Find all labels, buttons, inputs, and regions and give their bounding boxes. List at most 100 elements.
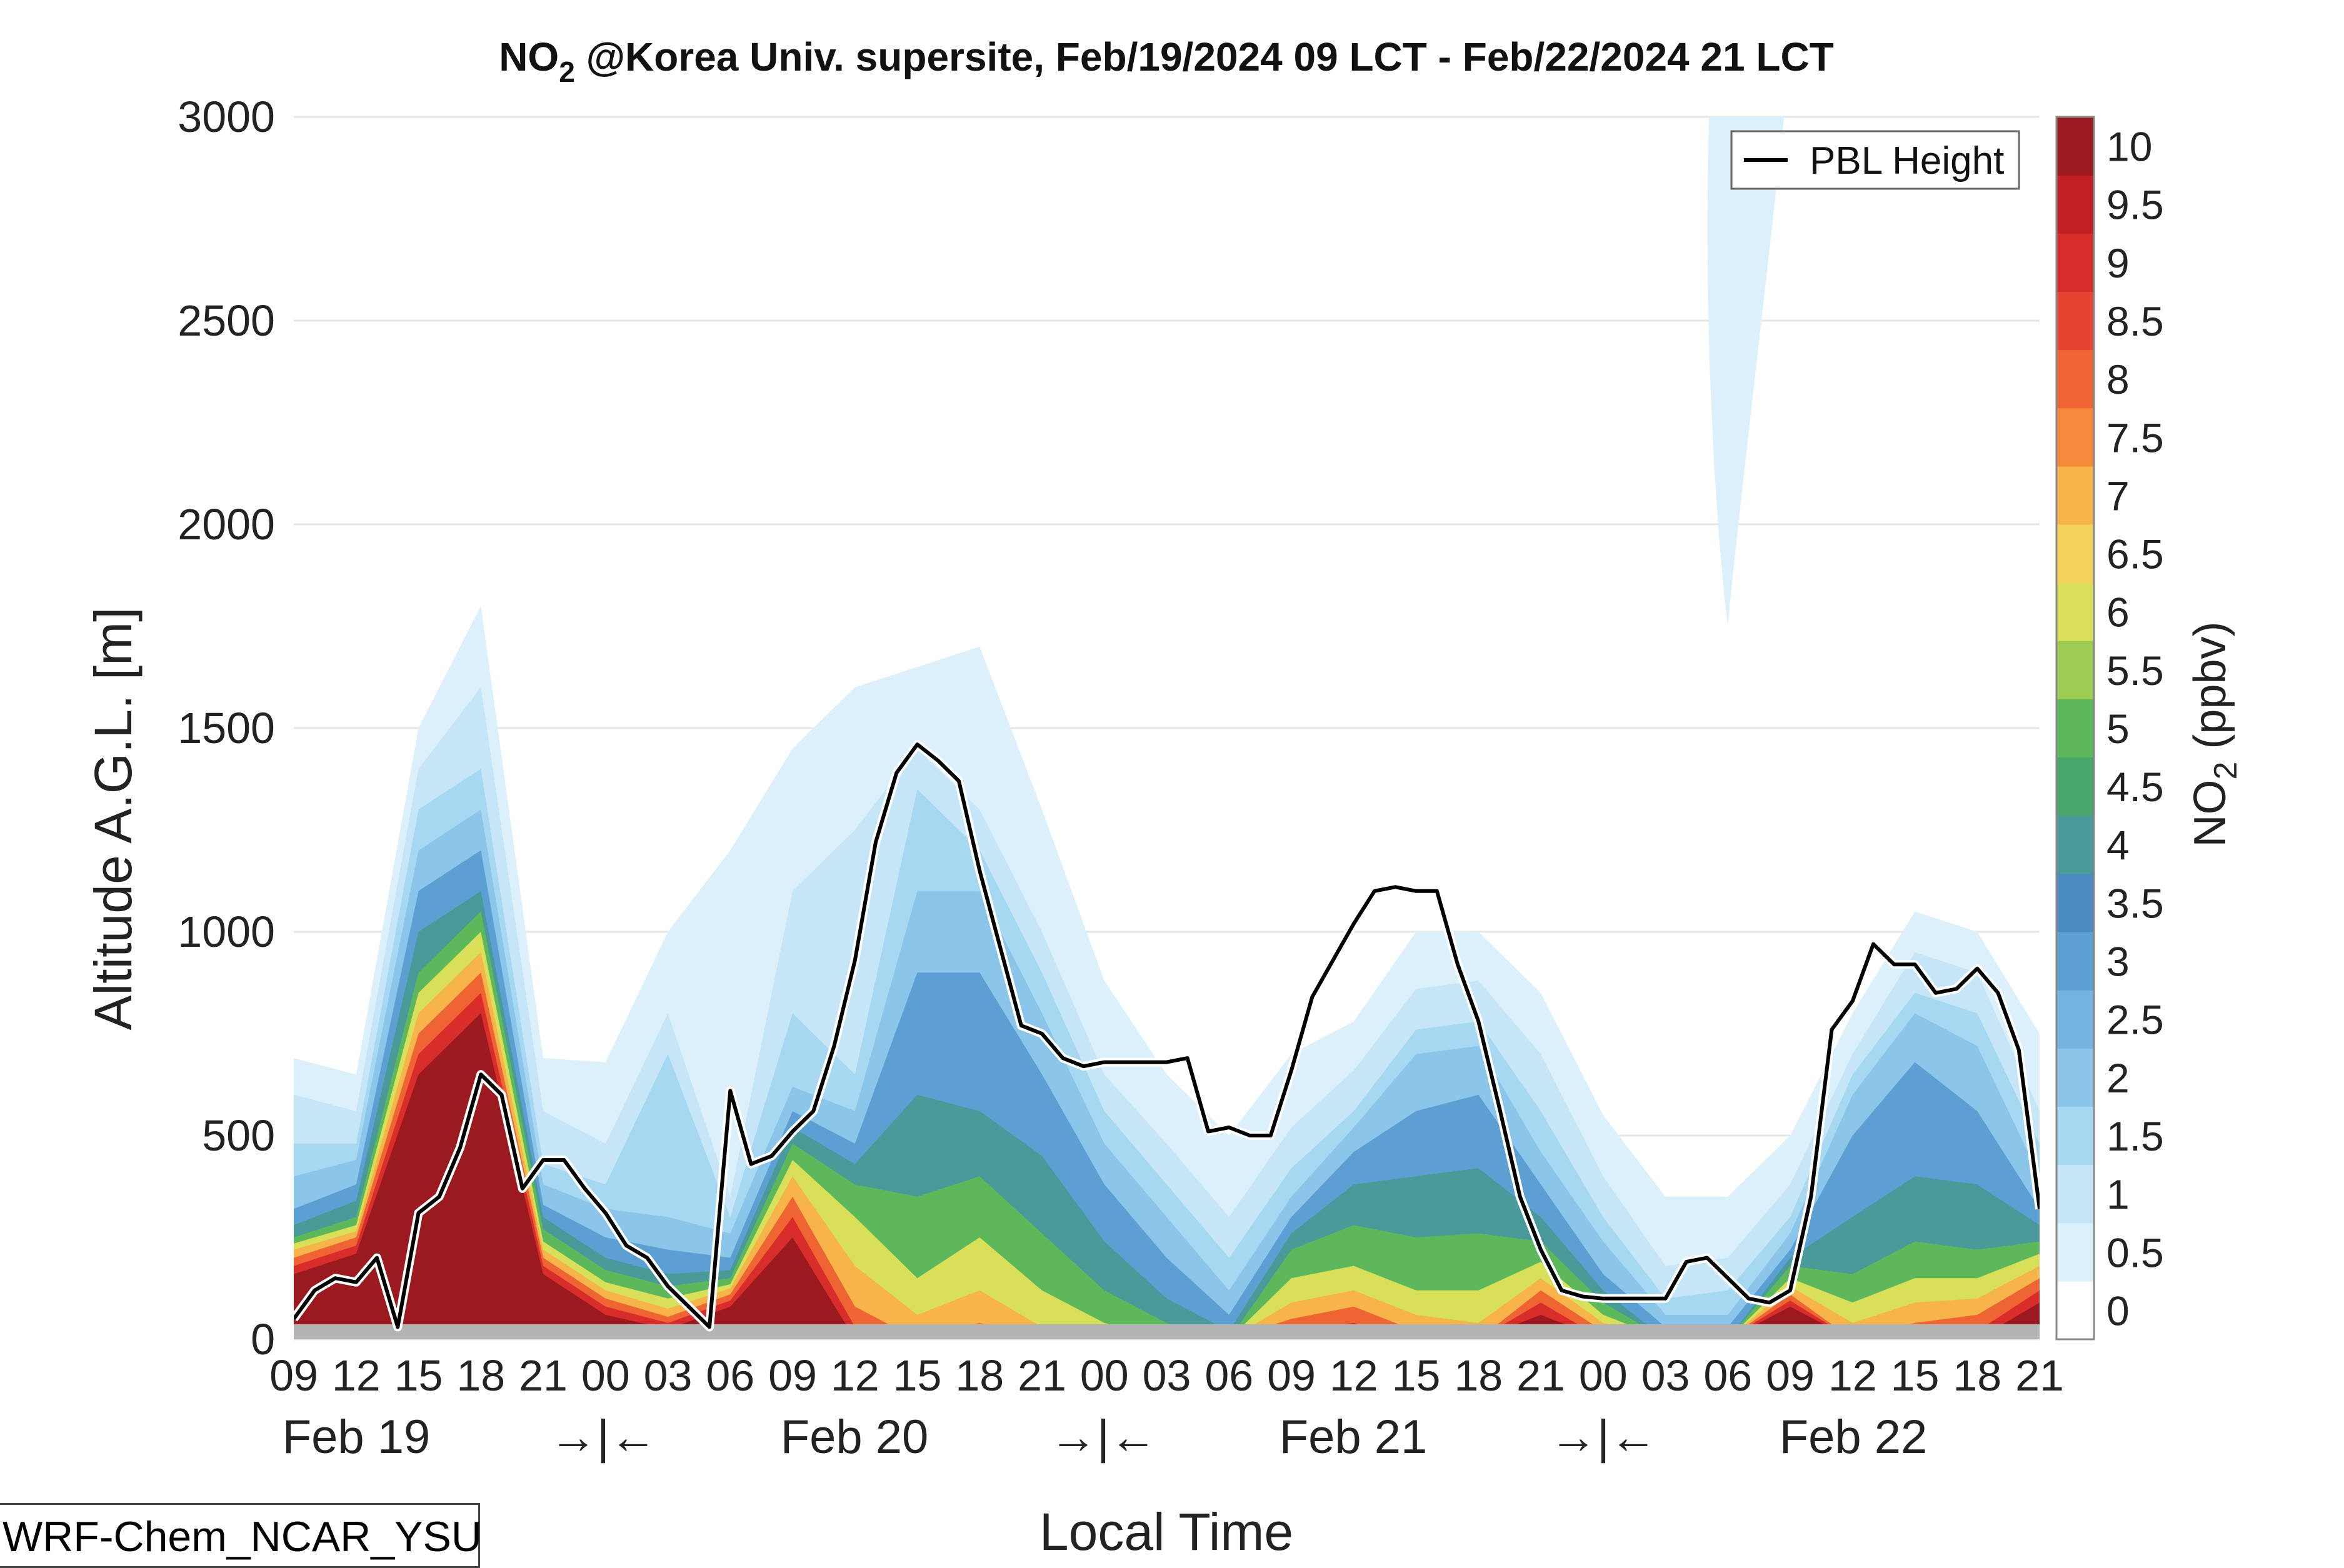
x-tick-label: 18 — [1953, 1351, 2001, 1400]
colorbar-swatch — [2056, 407, 2094, 467]
x-tick-label: 21 — [1018, 1351, 1066, 1400]
colorbar-swatch — [2056, 582, 2094, 641]
colorbar-swatch — [2056, 932, 2094, 991]
colorbar-tick-label: 7 — [2106, 472, 2130, 519]
colorbar-swatch — [2056, 1106, 2094, 1166]
colorbar-swatch — [2056, 349, 2094, 409]
y-tick-label: 0 — [251, 1315, 275, 1364]
colorbar-swatch — [2056, 1048, 2094, 1107]
colorbar-label-rest: (ppbv) — [2185, 621, 2235, 761]
x-tick-label: 12 — [831, 1351, 879, 1400]
model-label: WRF-Chem_NCAR_YSU — [3, 1513, 482, 1561]
colorbar-swatch — [2056, 815, 2094, 874]
x-tick-label: 15 — [893, 1351, 942, 1400]
x-tick-label: 00 — [1080, 1351, 1129, 1400]
x-tick-label: 12 — [1330, 1351, 1378, 1400]
colorbar-tick-label: 1 — [2106, 1171, 2130, 1217]
no2-contour-1 — [294, 687, 2040, 1339]
colorbar-swatch — [2056, 233, 2094, 292]
day-label: Feb 20 — [781, 1411, 929, 1464]
colorbar-swatch — [2056, 873, 2094, 932]
x-tick-label: 06 — [1205, 1351, 1253, 1400]
colorbar-swatch — [2056, 1222, 2094, 1282]
chart-title-subscript: 2 — [559, 56, 575, 88]
colorbar-tick-label: 9 — [2106, 240, 2130, 286]
x-tick-label: 00 — [1579, 1351, 1628, 1400]
day-label: →|← — [1049, 1411, 1157, 1464]
colorbar-tick-label: 9.5 — [2106, 182, 2164, 228]
surface-band — [294, 1324, 2040, 1339]
colorbar-frame — [2055, 116, 2095, 1341]
colorbar: 0 0.5 1 1.5 2 2.5 3 3.5 4 4.5 5 5.5 6 6.5 7 7.5 8 8.5 9 9.5… — [2055, 116, 2164, 1341]
x-tick-label: 21 — [519, 1351, 568, 1400]
colorbar-swatch — [2056, 1164, 2094, 1224]
colorbar-tick-label: 4 — [2106, 822, 2130, 868]
colorbar-tick-label: 0.5 — [2106, 1229, 2164, 1276]
day-label: Feb 22 — [1780, 1411, 1928, 1464]
day-label: Feb 21 — [1280, 1411, 1428, 1464]
colorbar-swatch — [2056, 524, 2094, 583]
legend: PBL Height — [1730, 130, 2020, 190]
x-tick-label: 09 — [1267, 1351, 1316, 1400]
colorbar-swatch — [2056, 466, 2094, 525]
colorbar-swatch — [2056, 117, 2094, 176]
x-tick-label: 12 — [1828, 1351, 1877, 1400]
x-tick-label: 21 — [2015, 1351, 2064, 1400]
y-axis: 0 500 1000 1500 2000 2500 3000 — [178, 92, 275, 1364]
y-tick-label: 3000 — [178, 92, 275, 141]
colorbar-tick-label: 7.5 — [2106, 414, 2164, 461]
pbl-height-series — [294, 740, 2040, 1332]
y-tick-label: 500 — [202, 1111, 275, 1160]
colorbar-label-prefix: NO — [2185, 780, 2235, 847]
colorbar-swatch — [2056, 175, 2094, 234]
y-axis-label: Altitude A.G.L. [m] — [84, 607, 143, 1031]
colorbar-swatch — [2056, 990, 2094, 1049]
chart-title: NO2 @Korea Univ. supersite, Feb/19/2024 … — [499, 34, 1834, 88]
day-label: Feb 19 — [283, 1411, 431, 1464]
no2-contour-0.5 — [294, 606, 2040, 1339]
chart-title-prefix: NO — [499, 34, 559, 79]
colorbar-label: NO2 (ppbv) — [2185, 621, 2244, 847]
x-axis-label: Local Time — [1039, 1502, 1293, 1561]
colorbar-tick-label: 3 — [2106, 939, 2130, 985]
colorbar-swatch — [2056, 1281, 2094, 1340]
colorbar-tick-label: 6 — [2106, 589, 2130, 636]
colorbar-tick-label: 8 — [2106, 356, 2130, 402]
x-tick-label: 09 — [1766, 1351, 1815, 1400]
colorbar-swatch — [2056, 641, 2094, 699]
x-tick-label: 18 — [1454, 1351, 1503, 1400]
colorbar-tick-label: 2.5 — [2106, 997, 2164, 1043]
colorbar-swatch — [2056, 291, 2094, 351]
colorbar-tick-label: 1.5 — [2106, 1113, 2164, 1159]
x-tick-label: 09 — [269, 1351, 318, 1400]
x-tick-label: 21 — [1516, 1351, 1565, 1400]
colorbar-tick-label: 5.5 — [2106, 647, 2164, 694]
y-tick-label: 1000 — [178, 907, 275, 956]
x-tick-label: 03 — [1641, 1351, 1690, 1400]
colorbar-swatch — [2056, 699, 2094, 758]
colorbar-tick-label: 10 — [2106, 124, 2152, 170]
x-tick-label: 15 — [1392, 1351, 1441, 1400]
no2-contour-10 — [294, 1013, 2040, 1339]
colorbar-swatch — [2056, 757, 2094, 816]
pbl-height-line — [294, 742, 2040, 1329]
x-tick-label: 03 — [644, 1351, 693, 1400]
colorbar-tick-label: 4.5 — [2106, 764, 2164, 810]
y-tick-label: 2500 — [178, 296, 275, 345]
colorbar-tick-label: 6.5 — [2106, 531, 2164, 577]
x-tick-label: 00 — [581, 1351, 630, 1400]
x-tick-label: 06 — [706, 1351, 754, 1400]
x-tick-label: 18 — [955, 1351, 1004, 1400]
y-tick-label: 2000 — [178, 500, 275, 549]
x-tick-label: 15 — [1891, 1351, 1940, 1400]
day-label: →|← — [1550, 1411, 1657, 1464]
legend-entry: PBL Height — [1810, 139, 2004, 182]
model-label-box: WRF-Chem_NCAR_YSU — [0, 1503, 482, 1568]
colorbar-tick-label: 0 — [2106, 1287, 2130, 1334]
colorbar-tick-label: 3.5 — [2106, 880, 2164, 926]
x-tick-label: 12 — [332, 1351, 381, 1400]
chart-title-rest: @Korea Univ. supersite, Feb/19/2024 09 L… — [575, 34, 1834, 79]
x-tick-label: 09 — [768, 1351, 817, 1400]
colorbar-tick-label: 8.5 — [2106, 298, 2164, 344]
